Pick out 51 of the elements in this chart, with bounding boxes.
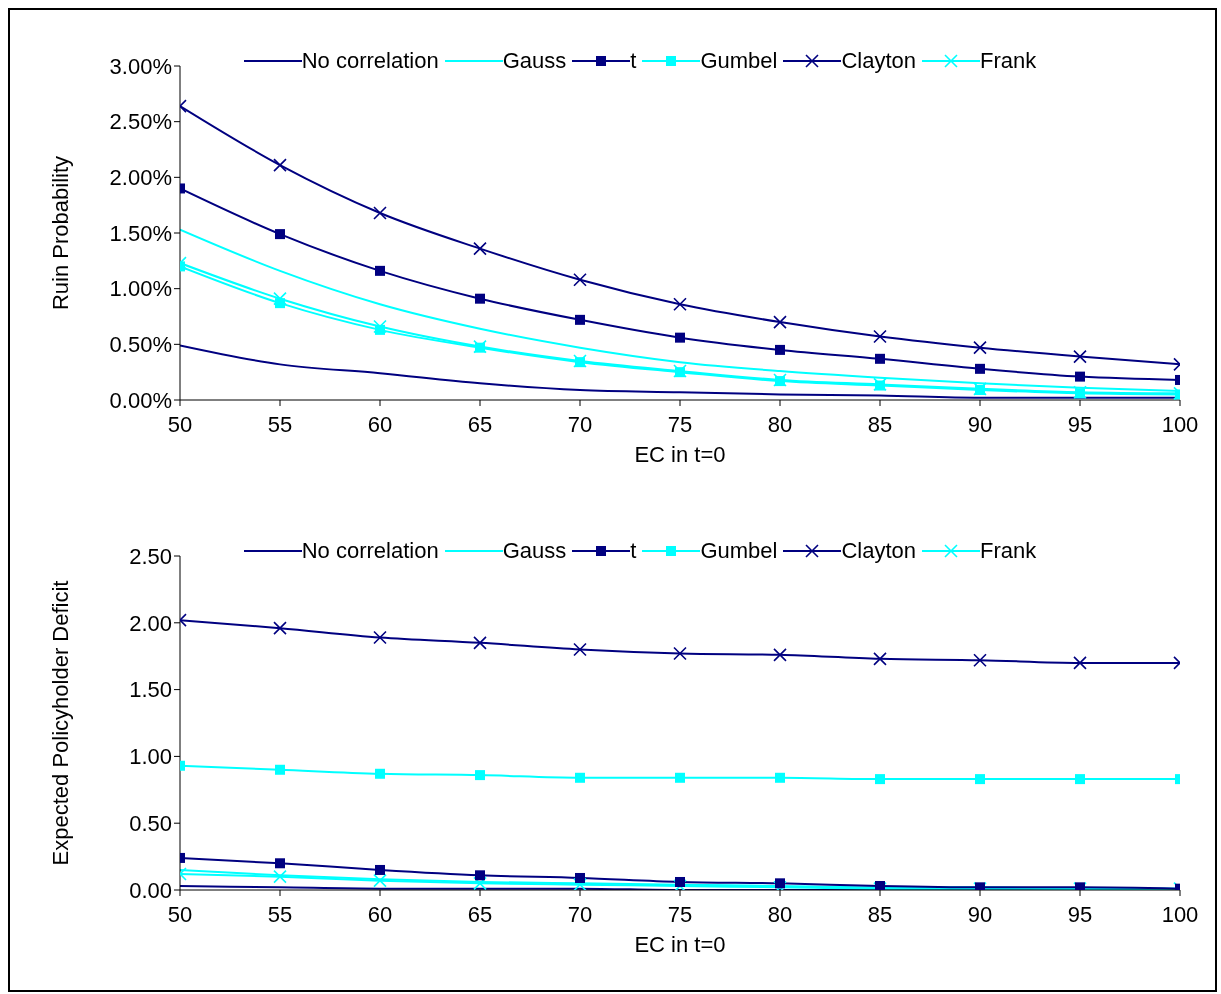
x-tick-label: 50 xyxy=(167,901,193,927)
x-tick-label: 60 xyxy=(367,901,393,927)
legend-label: t xyxy=(630,48,637,74)
y-tick-label: 1.00% xyxy=(109,276,172,302)
y-tick-label: 1.50 xyxy=(129,677,172,703)
legend-label: No correlation xyxy=(301,48,439,74)
x-tick-label: 70 xyxy=(567,411,593,437)
x-tick-label: 75 xyxy=(667,901,693,927)
x-tick-label: 70 xyxy=(567,901,593,927)
x-tick-label: 50 xyxy=(167,411,193,437)
y-tick-label: 0.00 xyxy=(129,877,172,903)
x-tick-label: 85 xyxy=(867,901,893,927)
x-tick-label: 60 xyxy=(367,411,393,437)
y-axis-title: Ruin Probability xyxy=(47,155,73,311)
legend-label: Gumbel xyxy=(700,538,778,564)
x-tick-label: 55 xyxy=(267,901,293,927)
x-tick-label: 65 xyxy=(467,901,493,927)
legend-label: No correlation xyxy=(301,538,439,564)
y-tick-label: 2.00 xyxy=(129,610,172,636)
x-tick-label: 80 xyxy=(767,901,793,927)
x-tick-label: 90 xyxy=(967,411,993,437)
y-tick-label: 1.00 xyxy=(129,744,172,770)
y-tick-label: 2.50% xyxy=(109,109,172,135)
y-tick-label: 2.00% xyxy=(109,165,172,191)
x-tick-label: 85 xyxy=(867,411,893,437)
x-tick-label: 100 xyxy=(1161,901,1199,927)
y-tick-label: 0.50% xyxy=(109,332,172,358)
x-tick-label: 100 xyxy=(1161,411,1199,437)
y-tick-label: 0.50 xyxy=(129,811,172,837)
legend-label: Clayton xyxy=(841,48,917,74)
x-tick-label: 55 xyxy=(267,411,293,437)
legend-label: Gauss xyxy=(502,538,567,564)
y-tick-label: 1.50% xyxy=(109,220,172,246)
legend-label: t xyxy=(630,538,637,564)
x-tick-label: 95 xyxy=(1067,901,1093,927)
legend-label: Clayton xyxy=(841,538,917,564)
x-tick-label: 75 xyxy=(667,411,693,437)
y-tick-label: 2.50 xyxy=(129,543,172,569)
y-tick-label: 0.00% xyxy=(109,387,172,413)
legend-label: Gauss xyxy=(502,48,567,74)
x-axis-title: EC in t=0 xyxy=(634,442,726,467)
x-axis-title: EC in t=0 xyxy=(634,932,726,957)
y-tick-label: 3.00% xyxy=(109,53,172,79)
y-axis-title: Expected Policyholder Deficit xyxy=(47,580,73,866)
x-tick-label: 80 xyxy=(767,411,793,437)
legend-label: Frank xyxy=(980,48,1037,74)
legend-label: Gumbel xyxy=(700,48,778,74)
x-tick-label: 65 xyxy=(467,411,493,437)
legend-label: Frank xyxy=(980,538,1037,564)
x-tick-label: 90 xyxy=(967,901,993,927)
x-tick-label: 95 xyxy=(1067,411,1093,437)
